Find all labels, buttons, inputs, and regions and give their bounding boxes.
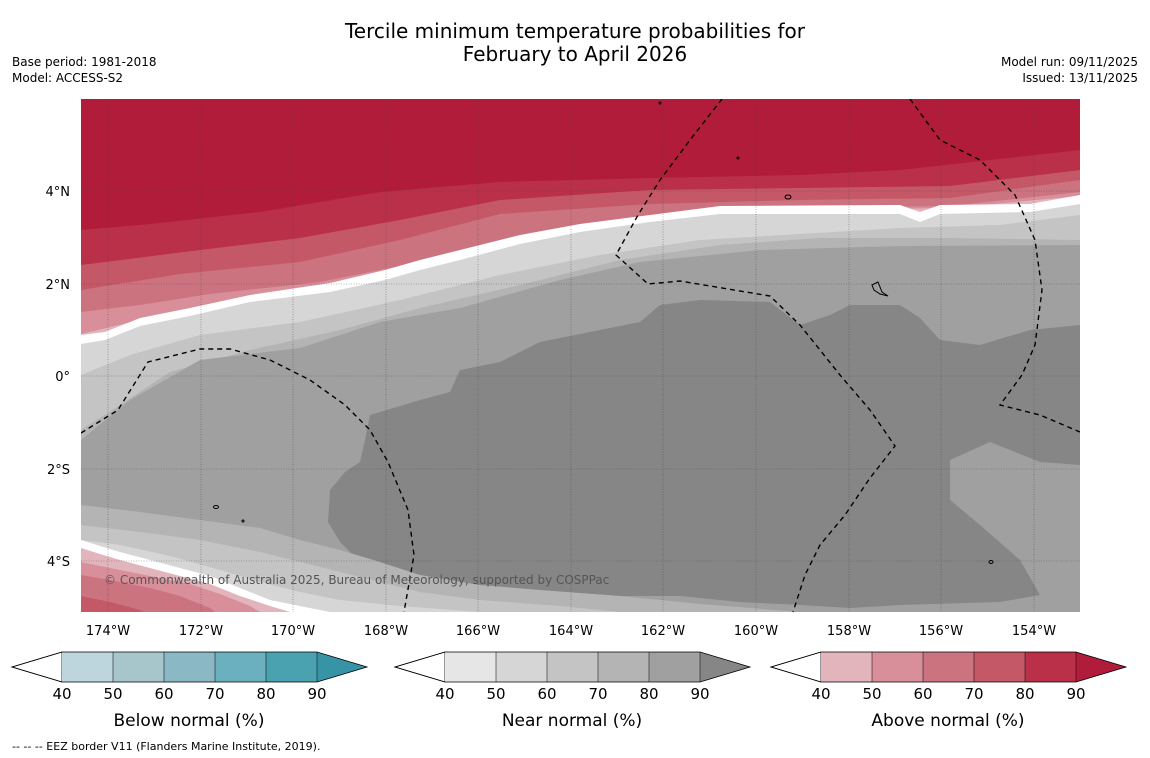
lat-label: 2°S xyxy=(47,463,70,478)
eez-border-west xyxy=(81,348,415,612)
island-outline xyxy=(784,194,792,200)
meta-left: Base period: 1981-2018 Model: ACCESS-S2 xyxy=(12,54,157,86)
legend-extend-low xyxy=(393,651,446,683)
island-outline xyxy=(213,505,219,509)
legend-tick: 60 xyxy=(154,685,173,703)
eez-borders xyxy=(81,99,1080,612)
legend-tick: 90 xyxy=(690,685,709,703)
eez-border-east xyxy=(909,99,1080,433)
model-run: Model run: 09/11/2025 xyxy=(1000,55,1138,69)
legend-cell xyxy=(62,652,113,682)
legend-dividers xyxy=(495,652,701,682)
lon-label: 154°W xyxy=(1012,624,1056,639)
legend-tick: 40 xyxy=(435,685,454,703)
legend-title: Below normal (%) xyxy=(114,711,265,731)
legend-title: Above normal (%) xyxy=(871,711,1024,731)
legend-tick: 50 xyxy=(103,685,122,703)
legend-tick: 50 xyxy=(862,685,881,703)
legend-dividers xyxy=(112,652,318,682)
legend-dividers xyxy=(871,652,1077,682)
lon-label: 174°W xyxy=(86,624,130,639)
lon-label: 156°W xyxy=(919,624,963,639)
legend-extend-high xyxy=(1076,652,1126,682)
island-outline xyxy=(988,560,994,564)
legends: 40 50 60 70 80 90 Below normal (%) xyxy=(10,651,1128,731)
legend-near-normal: 40 50 60 70 80 90 Near normal (%) xyxy=(393,651,752,731)
island-outline xyxy=(871,281,889,297)
lat-label: 4°N xyxy=(46,185,71,200)
copyright-text: © Commonwealth of Australia 2025, Bureau… xyxy=(104,573,609,587)
meta-right: Model run: 09/11/2025 Issued: 13/11/2025 xyxy=(1001,54,1138,86)
legend-cell xyxy=(266,652,317,682)
legend-below-normal: 40 50 60 70 80 90 Below normal (%) xyxy=(10,651,369,731)
legend-cell xyxy=(598,652,649,682)
legend-cell xyxy=(496,652,547,682)
legend-tick: 40 xyxy=(811,685,830,703)
legend-tick: 40 xyxy=(52,685,71,703)
legend-extend-low xyxy=(10,651,63,683)
legend-tick: 60 xyxy=(537,685,556,703)
title-line-2: February to April 2026 xyxy=(462,42,688,66)
lon-label: 158°W xyxy=(827,624,871,639)
legend-extend-low xyxy=(769,651,822,683)
legend-extend-high xyxy=(317,652,367,682)
contour-near-90 xyxy=(328,300,1080,608)
legend-cell xyxy=(547,652,598,682)
forecast-map: © Commonwealth of Australia 2025, Bureau… xyxy=(10,99,1128,731)
legend-cell xyxy=(821,652,872,682)
legend-cell xyxy=(923,652,974,682)
lat-label: 4°S xyxy=(47,555,70,570)
legend-cell xyxy=(974,652,1025,682)
legend-cell xyxy=(215,652,266,682)
legend-cell xyxy=(649,652,700,682)
legend-tick: 70 xyxy=(205,685,224,703)
eez-border-central xyxy=(615,99,896,612)
contour-above-60-south xyxy=(81,575,215,612)
lon-label: 162°W xyxy=(641,624,685,639)
lon-label: 160°W xyxy=(734,624,778,639)
legend-tick: 70 xyxy=(964,685,983,703)
legend-extend-high xyxy=(700,652,750,682)
contour-above-70-south xyxy=(81,596,145,612)
legend-tick: 80 xyxy=(1015,685,1034,703)
lon-label: 164°W xyxy=(549,624,593,639)
legend-tick: 50 xyxy=(486,685,505,703)
lon-label: 170°W xyxy=(271,624,315,639)
legend-tick: 80 xyxy=(639,685,658,703)
legend-tick: 90 xyxy=(307,685,326,703)
legend-tick: 70 xyxy=(588,685,607,703)
legend-outline xyxy=(393,651,752,683)
island-outline xyxy=(736,156,740,160)
island-outline xyxy=(658,101,662,105)
title-line-1: Tercile minimum temperature probabilitie… xyxy=(344,19,806,43)
lon-labels: 174°W 172°W 170°W 168°W 166°W 164°W 162°… xyxy=(86,624,1056,639)
islands xyxy=(213,101,994,564)
legend-cell xyxy=(872,652,923,682)
lat-label: 2°N xyxy=(46,278,71,293)
legend-cell xyxy=(113,652,164,682)
legend-tick: 80 xyxy=(256,685,275,703)
lon-label: 172°W xyxy=(179,624,223,639)
issued-date: Issued: 13/11/2025 xyxy=(1022,71,1138,85)
lat-label: 0° xyxy=(55,370,70,385)
lon-label: 166°W xyxy=(456,624,500,639)
legend-outline xyxy=(769,651,1128,683)
legend-tick: 90 xyxy=(1066,685,1085,703)
lon-label: 168°W xyxy=(364,624,408,639)
legend-cell xyxy=(445,652,496,682)
legend-tick: 60 xyxy=(913,685,932,703)
probability-contours xyxy=(81,99,1080,612)
base-period: Base period: 1981-2018 xyxy=(12,55,157,69)
legend-above-normal: 40 50 60 70 80 90 Above normal (%) xyxy=(769,651,1128,731)
eez-footnote: -- -- -- EEZ border V11 (Flanders Marine… xyxy=(12,740,321,753)
graticule xyxy=(81,99,1080,612)
lat-labels: 4°N 2°N 0° 2°S 4°S xyxy=(46,185,71,570)
legend-outline xyxy=(10,651,369,683)
legend-cell xyxy=(164,652,215,682)
legend-title: Near normal (%) xyxy=(502,711,642,731)
map-title: Tercile minimum temperature probabilitie… xyxy=(0,20,1150,66)
island-outline xyxy=(241,519,245,523)
model-name: Model: ACCESS-S2 xyxy=(12,71,124,85)
legend-cell xyxy=(1025,652,1076,682)
